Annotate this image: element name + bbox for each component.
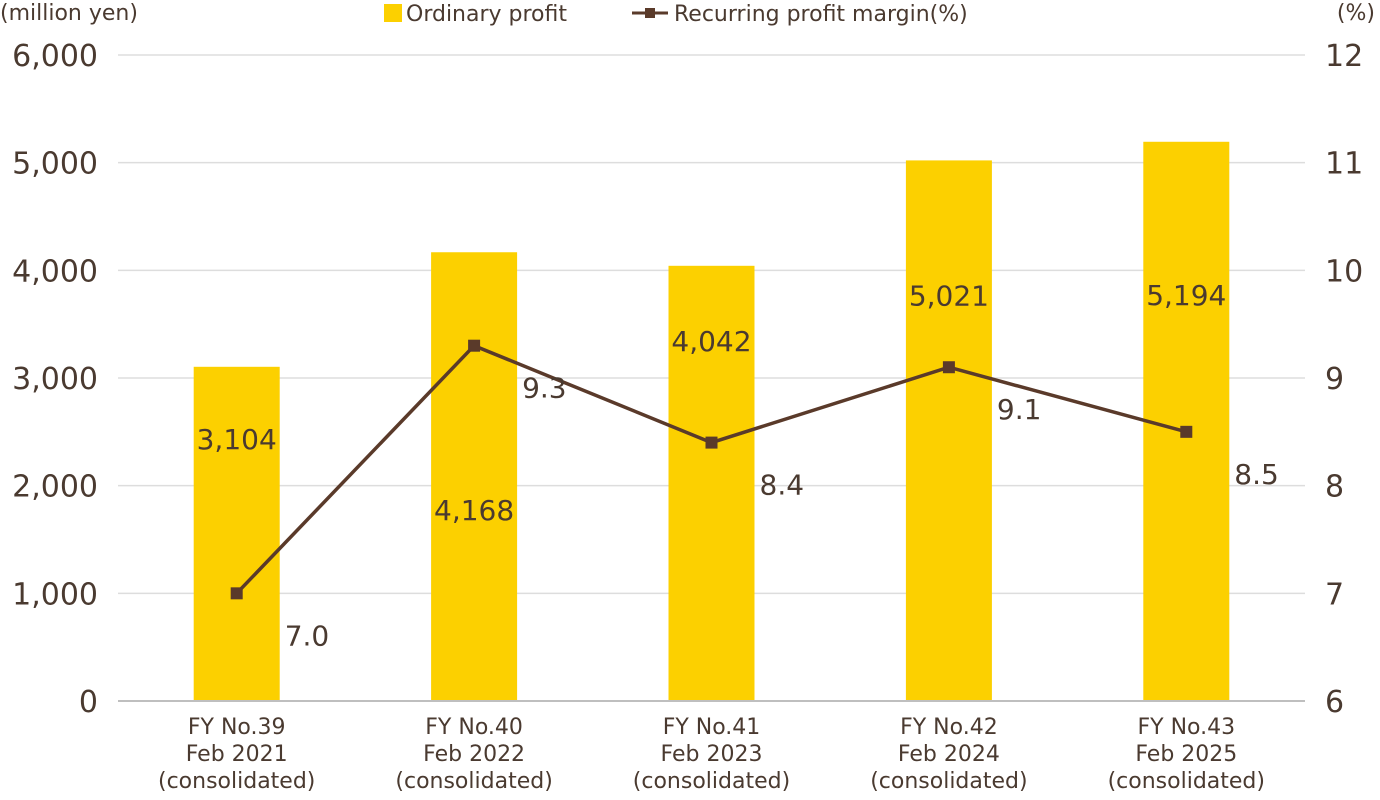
margin-point [942,361,955,374]
left-axis-tick-label: 2,000 [12,470,98,505]
bar-value-label: 4,042 [671,325,751,358]
margin-value-label: 9.3 [522,372,567,405]
margin-point [230,587,243,600]
bar [1143,141,1230,702]
category-label-line: Feb 2024 [898,742,1000,767]
left-axis-tick-label: 1,000 [12,577,98,612]
category-label-line: FY No.43 [1137,715,1235,740]
legend-bar-label: Ordinary profit [406,2,567,27]
left-axis-tick-label: 4,000 [12,254,98,289]
right-axis-tick-label: 6 [1325,685,1344,720]
margin-point [1180,425,1193,438]
category-label-line: (consolidated) [158,769,315,794]
legend: Ordinary profit Recurring profit margin(… [384,2,968,27]
left-axis-tick-label: 0 [79,685,98,720]
bar-value-label: 3,104 [197,423,277,456]
category-label-line: (consolidated) [633,769,790,794]
legend-line-label: Recurring profit margin(%) [674,2,968,27]
margin-value-label: 9.1 [997,393,1042,426]
bar [431,252,518,701]
margin-value-label: 7.0 [285,619,330,652]
margin-value-label: 8.4 [760,469,805,502]
left-axis-tick-label: 5,000 [12,147,98,182]
right-axis-unit: (%) [1337,1,1375,26]
bar [193,366,280,701]
left-axis-tick-label: 3,000 [12,362,98,397]
category-label: FY No.43 Feb 2025 (consolidated) [1108,715,1265,794]
category-label-line: FY No.40 [425,715,523,740]
right-axis-tick-label: 10 [1325,254,1363,289]
legend-bar-swatch [384,4,402,22]
axes: 0 6 1,000 7 2,000 8 3,000 9 4,000 10 5,000 11 6,000 1… [12,39,1363,794]
right-axis-tick-label: 11 [1325,147,1363,182]
bar-value-label: 5,021 [909,279,989,312]
category-label-line: Feb 2021 [186,742,288,767]
margin-value-label: 8.5 [1234,458,1279,491]
bar-value-label: 4,168 [434,494,514,527]
category-label-line: Feb 2023 [661,742,763,767]
category-label-line: FY No.39 [188,715,286,740]
right-axis-tick-label: 8 [1325,470,1344,505]
category-label-line: (consolidated) [395,769,552,794]
category-label-line: (consolidated) [1108,769,1265,794]
category-label-line: Feb 2022 [423,742,525,767]
category-label: FY No.41 Feb 2023 (consolidated) [633,715,790,794]
category-label-line: Feb 2025 [1135,742,1237,767]
right-axis-tick-label: 7 [1325,577,1344,612]
left-axis-tick-label: 6,000 [12,39,98,74]
data-labels: 3,104 4,168 4,042 5,021 5,194 7.0 9.3 8.4 9.1 8.5 [197,279,1279,653]
legend-line-marker [645,8,655,18]
bar [905,160,992,702]
category-label-line: FY No.41 [663,715,761,740]
line-series [230,339,1193,600]
margin-point [705,436,718,449]
bar [668,265,755,701]
category-label: FY No.39 Feb 2021 (consolidated) [158,715,315,794]
category-label: FY No.42 Feb 2024 (consolidated) [870,715,1027,794]
right-axis-tick-label: 12 [1325,39,1363,74]
bar-value-label: 5,194 [1146,279,1226,312]
bar-series [193,141,1230,702]
category-label: FY No.40 Feb 2022 (consolidated) [395,715,552,794]
category-label-line: (consolidated) [870,769,1027,794]
right-axis-tick-label: 9 [1325,362,1344,397]
left-axis-unit: (million yen) [0,1,138,26]
category-label-line: FY No.42 [900,715,998,740]
margin-point [468,339,481,352]
